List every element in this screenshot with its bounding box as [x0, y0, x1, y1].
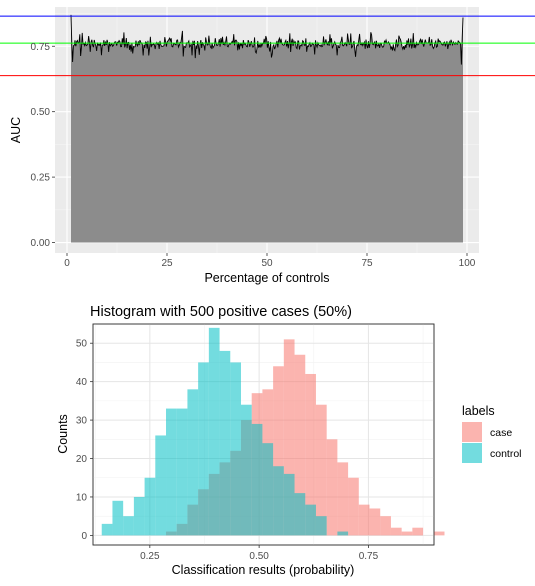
histogram-bar-case: [283, 339, 295, 536]
legend-label-control: control: [490, 448, 522, 460]
histogram-panel-border: [92, 323, 435, 546]
histogram-x-tick-label: 0.50: [249, 551, 269, 562]
histogram-chart: Histogram with 500 positive cases (50%) …: [56, 304, 522, 577]
legend-key-case: [462, 422, 482, 442]
histogram-bar-control: [144, 477, 156, 536]
histogram-bar-control: [305, 504, 316, 536]
histogram-bar-control: [198, 362, 209, 536]
histogram-y-axis-label: Counts: [56, 414, 70, 454]
auc-reference-lines: [0, 15, 535, 77]
histogram-x-tick-label: 0.75: [359, 551, 379, 562]
histogram-y-tick-label: 0: [81, 531, 87, 542]
histogram-bar-case: [315, 404, 327, 536]
histogram-x-tick-label: 0.25: [140, 551, 160, 562]
histogram-bar-case: [401, 531, 413, 536]
auc-area: [71, 14, 463, 243]
histogram-y-tick-label: 10: [76, 492, 88, 503]
histogram-bars: [101, 327, 445, 536]
auc-chart: 0.00 0.25 0.50 0.75 0 25 50 75 100 Percentage o…: [0, 7, 535, 285]
histogram-bar-control: [123, 516, 134, 536]
auc-x-axis-label: Percentage of controls: [204, 271, 329, 285]
histogram-bar-case: [412, 527, 424, 536]
histogram-bar-case: [294, 354, 306, 536]
histogram-bar-case: [337, 462, 349, 536]
auc-x-tick-label: 75: [361, 258, 373, 269]
histogram-bar-control: [112, 500, 124, 536]
histogram-bar-control: [251, 423, 263, 536]
histogram-bar-case: [390, 527, 402, 536]
auc-y-tick-label: 0.75: [31, 42, 51, 53]
histogram-y-axis: 0 10 20 30 40 50: [76, 339, 93, 542]
histogram-y-tick-label: 20: [76, 454, 88, 465]
histogram-bar-control: [230, 362, 241, 536]
histogram-bar-case: [273, 366, 284, 536]
histogram-bar-case: [305, 373, 316, 536]
auc-x-tick-label: 25: [161, 258, 173, 269]
histogram-bar-case: [369, 508, 381, 536]
histogram-bar-control: [166, 408, 177, 536]
histogram-y-tick-label: 30: [76, 416, 88, 427]
histogram-bar-control: [133, 496, 145, 536]
histogram-bar-case: [433, 531, 445, 536]
histogram-bar-control: [176, 408, 188, 536]
auc-x-tick-label: 50: [261, 258, 273, 269]
histogram-bar-control: [155, 435, 167, 536]
auc-series: [70, 14, 464, 243]
histogram-bar-case: [380, 516, 391, 536]
auc-y-tick-label: 0.00: [31, 238, 51, 249]
legend-key-control: [462, 443, 482, 463]
histogram-bar-case: [326, 439, 338, 536]
histogram-bar-case: [348, 477, 359, 536]
legend-label-case: case: [490, 427, 512, 439]
histogram-y-tick-label: 40: [76, 377, 88, 388]
auc-x-axis: 0 25 50 75 100: [64, 253, 476, 269]
histogram-bar-control: [273, 466, 284, 536]
histogram-title: Histogram with 500 positive cases (50%): [90, 304, 352, 320]
histogram-bar-control: [262, 443, 274, 536]
histogram-x-axis-label: Classification results (probability): [172, 563, 355, 577]
auc-x-tick-label: 0: [64, 258, 70, 269]
histogram-bar-control: [337, 531, 349, 536]
histogram-bar-control: [101, 523, 113, 536]
legend-title: labels: [462, 404, 495, 418]
auc-x-tick-label: 100: [459, 258, 476, 269]
histogram-bar-control: [240, 404, 252, 536]
histogram-y-tick-label: 50: [76, 339, 88, 350]
histogram-bar-control: [208, 327, 220, 536]
histogram-bar-control: [294, 493, 306, 536]
histogram-bar-control: [219, 350, 231, 536]
auc-y-tick-label: 0.50: [31, 107, 51, 118]
auc-y-tick-label: 0.25: [31, 173, 51, 184]
histogram-bar-control: [283, 473, 295, 536]
auc-y-axis: 0.00 0.25 0.50 0.75: [31, 42, 55, 249]
histogram-x-axis: 0.25 0.50 0.75: [140, 545, 379, 562]
histogram-bar-control: [315, 516, 327, 536]
histogram-bar-case: [358, 504, 370, 536]
histogram-bar-control: [187, 389, 199, 536]
legend: labels case control: [462, 404, 522, 463]
auc-y-axis-label: AUC: [9, 117, 23, 143]
